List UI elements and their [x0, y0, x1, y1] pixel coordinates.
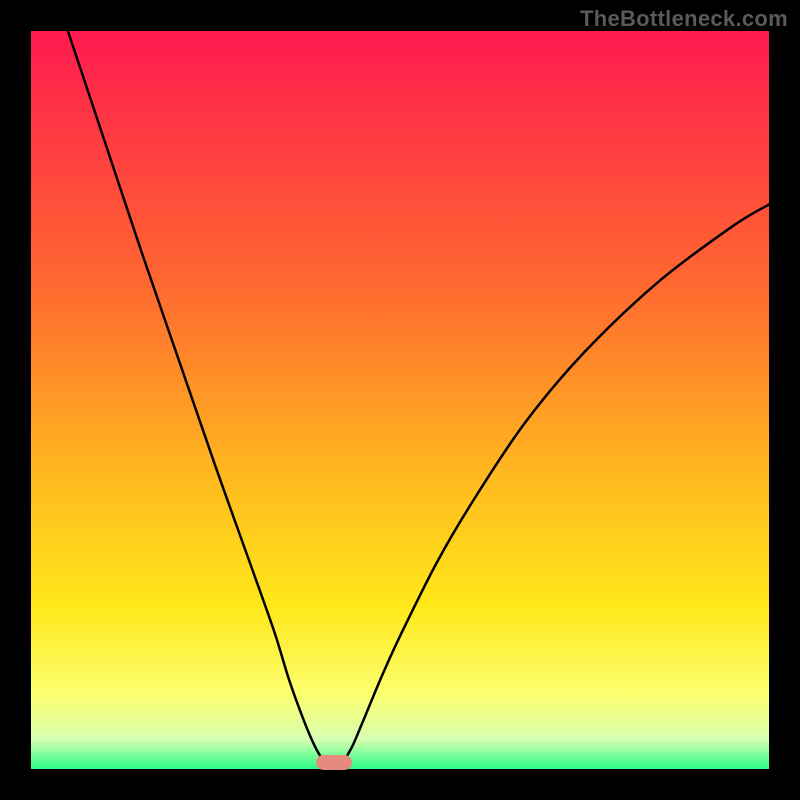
chart-container: TheBottleneck.com	[0, 0, 800, 800]
bottleneck-curve	[31, 31, 769, 769]
watermark-label: TheBottleneck.com	[580, 6, 788, 32]
optimal-marker	[316, 755, 352, 770]
curve-right	[342, 204, 769, 763]
curve-left	[68, 31, 325, 763]
